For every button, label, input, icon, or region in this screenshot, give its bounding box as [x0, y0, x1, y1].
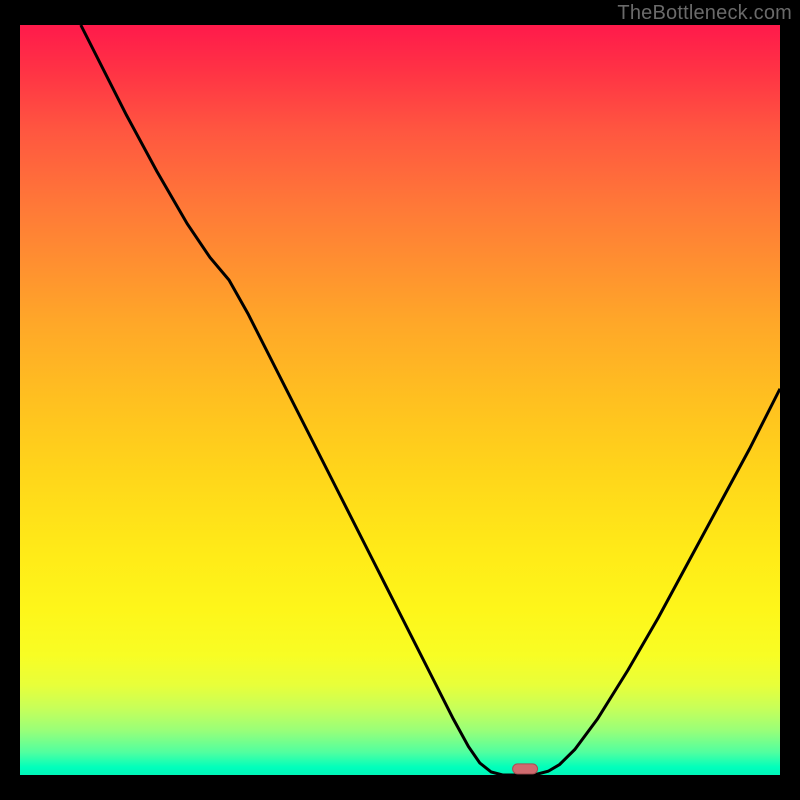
bottleneck-curve: [20, 25, 780, 775]
plot-area: [20, 25, 780, 775]
curve-path: [81, 25, 780, 775]
watermark-text: TheBottleneck.com: [617, 2, 792, 25]
optimum-marker: [512, 763, 538, 774]
